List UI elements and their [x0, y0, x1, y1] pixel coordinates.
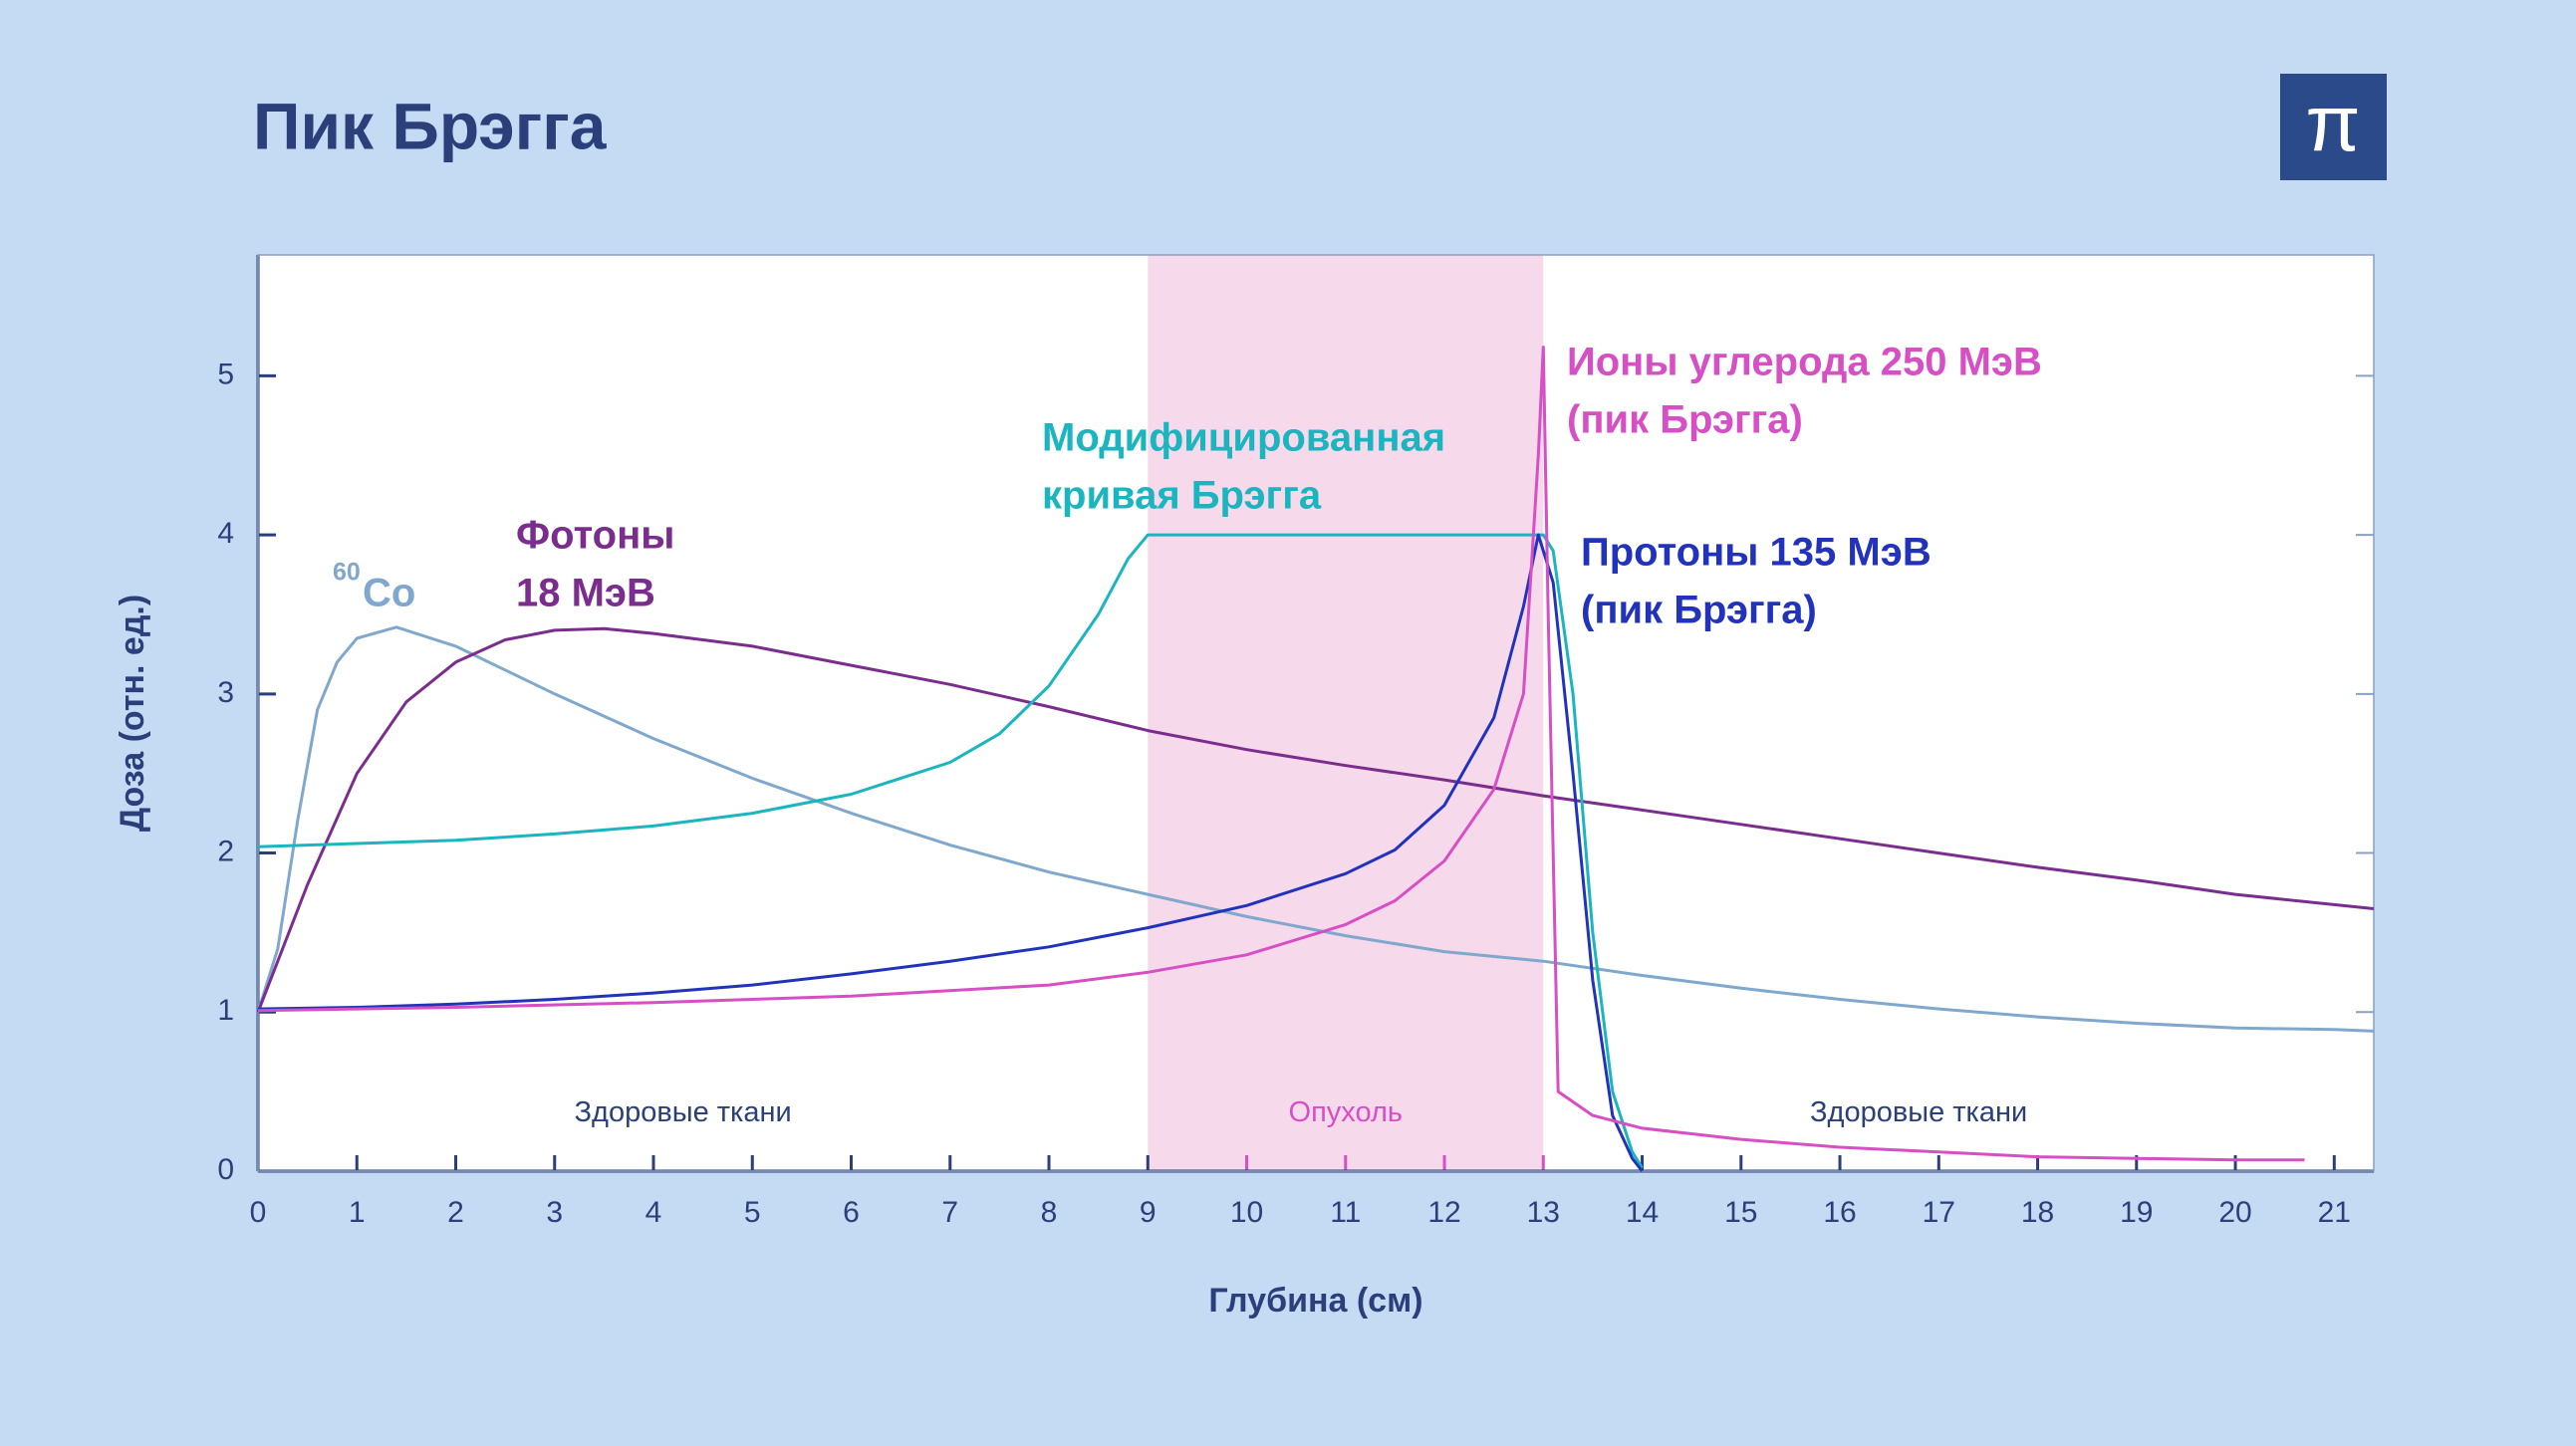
y-tick-label: 1: [217, 994, 234, 1027]
region-label: Здоровые ткани: [575, 1096, 792, 1128]
series-label: Фотоны: [516, 514, 674, 558]
x-tick-label: 3: [546, 1196, 563, 1229]
x-tick-label: 21: [2318, 1196, 2351, 1229]
x-tick-label: 0: [250, 1196, 267, 1229]
x-tick-label: 5: [744, 1196, 761, 1229]
x-tick-label: 20: [2218, 1196, 2251, 1229]
series-label: (пик Брэгга): [1581, 589, 1817, 632]
plot-border: [257, 254, 2375, 1172]
series-line: [257, 533, 1644, 1172]
y-axis-label: Доза (отн. ед.): [114, 595, 151, 832]
x-tick-label: 9: [1140, 1196, 1157, 1229]
x-tick-label: 7: [941, 1196, 958, 1229]
y-tick-label: 3: [217, 676, 234, 709]
region: [1148, 255, 1544, 1171]
x-tick-label: 17: [1923, 1196, 1955, 1229]
logo: π: [2305, 79, 2360, 167]
x-axis-label: Глубина (см): [1208, 1282, 1422, 1320]
x-tick-label: 4: [645, 1196, 662, 1229]
x-tick-label: 18: [2021, 1196, 2054, 1229]
logo-box: [2280, 74, 2387, 180]
y-tick-label: 0: [217, 1153, 234, 1186]
series-line: [256, 625, 2375, 1033]
x-tick-label: 15: [1724, 1196, 1757, 1229]
region: [258, 255, 1149, 1171]
x-tick-label: 12: [1427, 1196, 1460, 1229]
x-tick-label: 2: [447, 1196, 464, 1229]
x-tick-label: 8: [1041, 1196, 1058, 1229]
region: [1543, 255, 2374, 1171]
x-tick-label: 6: [843, 1196, 860, 1229]
series-line: [257, 533, 1644, 1169]
series-label: Co: [363, 572, 415, 615]
region-label: Опухоль: [1289, 1096, 1403, 1128]
y-tick-label: 5: [217, 358, 234, 390]
series-label: (пик Брэгга): [1567, 398, 1803, 442]
x-tick-label: 1: [349, 1196, 366, 1229]
series-label: 18 МэВ: [516, 572, 655, 615]
x-tick-label: 19: [2120, 1196, 2153, 1229]
x-tick-label: 11: [1330, 1196, 1361, 1229]
series-label: кривая Брэгга: [1042, 474, 1322, 518]
x-tick-label: 13: [1527, 1196, 1560, 1229]
series-label: Протоны 135 МэВ: [1581, 531, 1932, 575]
series-label: Ионы углерода 250 МэВ: [1567, 341, 2042, 384]
region-label: Здоровые ткани: [1810, 1096, 2027, 1128]
series-label: Модифицированная: [1042, 416, 1445, 460]
y-tick-label: 4: [217, 517, 234, 550]
y-tick-label: 2: [217, 835, 234, 867]
x-tick-label: 14: [1626, 1196, 1659, 1229]
series-line: [256, 626, 2375, 1013]
series-label-isotope: 60: [333, 559, 361, 587]
x-tick-label: 10: [1230, 1196, 1263, 1229]
x-tick-label: 16: [1823, 1196, 1856, 1229]
chart-title: Пик Брэгга: [253, 89, 608, 162]
series-line: [257, 346, 2305, 1162]
